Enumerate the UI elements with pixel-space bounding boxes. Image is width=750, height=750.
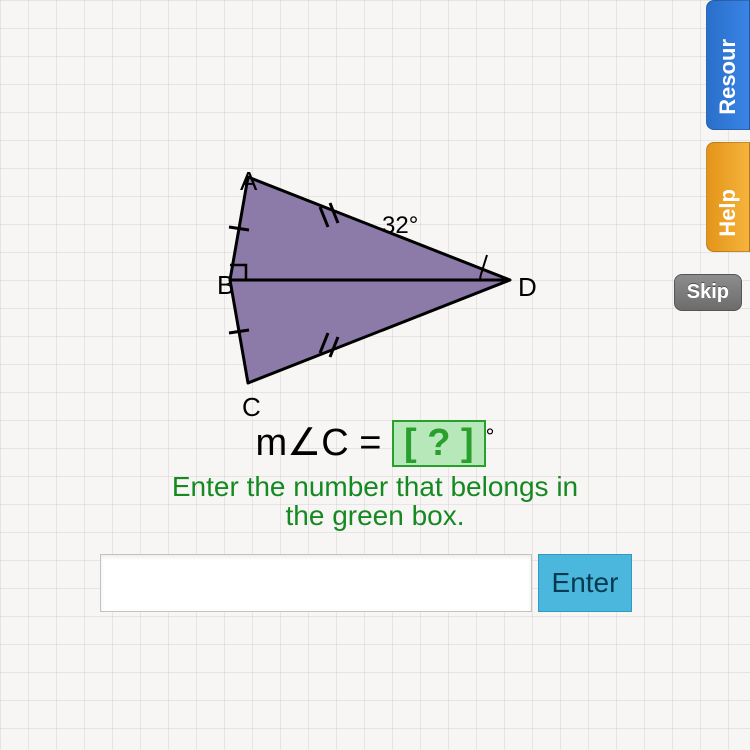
label-a: A bbox=[240, 166, 257, 197]
label-d: D bbox=[518, 272, 537, 303]
degree-symbol: ° bbox=[486, 424, 495, 449]
answer-green-box: [ ? ] bbox=[392, 420, 486, 467]
instruction-line-2: the green box. bbox=[285, 500, 464, 531]
skip-button[interactable]: Skip bbox=[674, 274, 742, 311]
angle-label-32: 32° bbox=[382, 212, 418, 240]
equation-line: m∠C = [ ? ]° bbox=[0, 420, 750, 467]
instruction-text: Enter the number that belongs in the gre… bbox=[0, 472, 750, 531]
triangle-diagram bbox=[150, 165, 530, 405]
answer-input[interactable] bbox=[100, 554, 532, 612]
enter-button[interactable]: Enter bbox=[538, 554, 632, 612]
label-c: C bbox=[242, 392, 261, 423]
angle-symbol-icon: ∠ bbox=[287, 420, 321, 465]
help-tab[interactable]: Help bbox=[706, 142, 750, 252]
equation-m: m bbox=[256, 422, 288, 464]
equation-vertex: C bbox=[321, 422, 348, 464]
resource-tab[interactable]: Resour bbox=[706, 0, 750, 130]
instruction-line-1: Enter the number that belongs in bbox=[172, 471, 578, 502]
answer-row: Enter bbox=[100, 554, 632, 612]
equation-equals: = bbox=[349, 422, 392, 464]
side-tabs: Resour Help bbox=[706, 0, 750, 264]
label-b: B bbox=[217, 270, 234, 301]
